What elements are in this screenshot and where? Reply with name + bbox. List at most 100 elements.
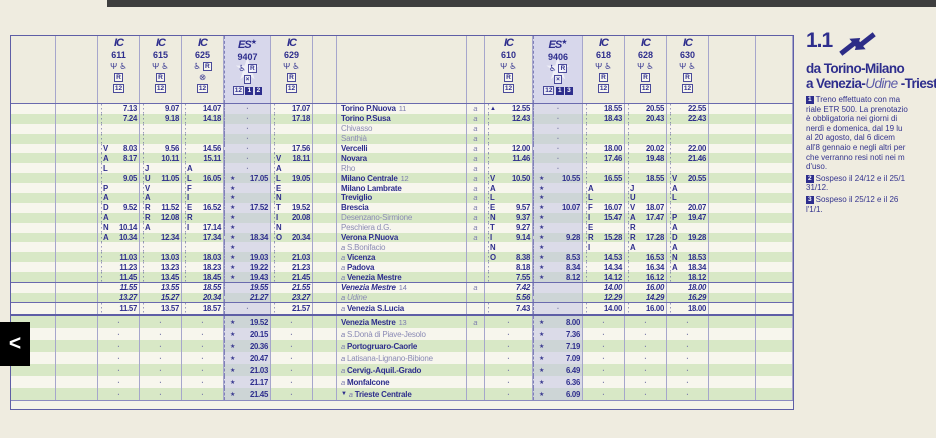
time-cell: 18.23 <box>182 262 224 273</box>
header-cell <box>337 36 467 103</box>
time-cell <box>140 242 182 253</box>
time-cell: ★ 6.36 <box>533 376 583 389</box>
train-header: IC 611 Ψ ♿ R 12 <box>98 36 140 103</box>
time-cell <box>625 133 667 144</box>
empty-cell <box>56 212 98 223</box>
note-badge: 3 <box>565 86 573 95</box>
time-value: 12.43 <box>511 114 530 124</box>
empty-cell <box>756 153 793 164</box>
arrival-marker: a <box>467 113 485 124</box>
train-number: 9407 <box>237 52 258 62</box>
no-service-dot: · <box>686 329 689 339</box>
time-cell: L 19.05 <box>271 173 313 184</box>
footnote-line: 2 Sospeso il 24/12 e il 25/1 <box>806 173 906 183</box>
no-service-dot: · <box>602 353 605 363</box>
no-service-dot: · <box>201 317 204 327</box>
time-value: 13.55 <box>160 283 179 293</box>
empty-cell <box>313 328 337 341</box>
route-letter: I <box>276 213 278 223</box>
time-cell: A <box>140 193 182 203</box>
time-value: 16.05 <box>202 173 221 183</box>
time-cell: · <box>667 364 709 377</box>
back-button[interactable]: < <box>0 322 30 366</box>
time-cell: ★ 7.09 <box>533 352 583 365</box>
time-cell: L 16.05 <box>182 173 224 184</box>
station-cell: a Monfalcone <box>337 376 467 389</box>
panel-header: 1.1 <box>806 30 936 58</box>
route-letter: R <box>588 233 594 243</box>
empty-cell <box>313 222 337 233</box>
empty-cell <box>709 376 756 389</box>
station-name: Santhià <box>341 134 367 144</box>
time-value: 9.14 <box>516 233 530 243</box>
time-cell: 13.23 <box>140 262 182 273</box>
time-cell: 18.55 <box>182 283 224 293</box>
table-row: · · · ★ 20.15 · a S.Donà di Piave-Jesolo · ★ 7.36 ·… <box>11 328 793 341</box>
no-service-dot: · <box>246 104 249 114</box>
station-cell: Venezia Mestre 13 <box>337 316 467 329</box>
time-cell: ★ 7.19 <box>533 340 583 353</box>
time-cell: · <box>485 352 533 365</box>
arrival-marker: a <box>467 183 485 194</box>
time-value: 19.48 <box>645 153 664 163</box>
empty-cell <box>11 163 56 174</box>
reservation-icon: R <box>683 72 692 82</box>
footnote-line: 1 Treno effettuato con ma <box>806 95 901 104</box>
no-service-dot: · <box>556 134 560 144</box>
table-row: 9.05 U 11.05 L 16.05 ★ 17.05 L 19.05 Milano Centr… <box>11 173 793 184</box>
arrival-marker <box>467 328 485 341</box>
footnote-number-badge: 3 <box>806 195 814 204</box>
route-letter: N <box>490 242 496 252</box>
time-cell: · <box>140 328 182 341</box>
route-letter: U <box>630 193 636 203</box>
time-value: 5.56 <box>516 292 530 302</box>
star-icon: ★ <box>230 205 236 212</box>
time-cell: · <box>224 153 271 164</box>
no-service-dot: · <box>507 365 510 375</box>
platform-number: 11 <box>398 104 407 114</box>
arrival-marker <box>467 352 485 365</box>
route-letter: L <box>103 163 108 173</box>
empty-cell <box>56 202 98 213</box>
empty-cell <box>313 123 337 134</box>
footnote-line: riale ETR 500. La prenotazio <box>806 104 908 114</box>
empty-cell <box>313 252 337 263</box>
time-cell: E <box>271 183 313 194</box>
empty-cell <box>756 328 793 341</box>
arrival-marker <box>467 340 485 353</box>
time-cell: ★ <box>533 193 583 203</box>
train-brand: IC <box>504 37 514 49</box>
star-icon: ★ <box>230 367 236 374</box>
time-value: 21.27 <box>249 292 268 302</box>
time-cell: ★ <box>224 222 271 233</box>
time-value: 7.19 <box>566 341 580 351</box>
time-cell: F 16.07 <box>583 202 625 213</box>
time-value: 18.00 <box>687 304 706 314</box>
time-cell: · <box>625 340 667 353</box>
time-cell: 16.53 <box>625 252 667 263</box>
no-service-dot: · <box>159 317 162 327</box>
time-cell: · <box>485 364 533 377</box>
time-cell: 9.18 <box>140 113 182 124</box>
empty-cell <box>11 123 56 134</box>
empty-cell <box>11 113 56 124</box>
time-cell: ★ 8.34 <box>533 262 583 273</box>
route-letter: R <box>145 213 151 223</box>
time-cell: 13.27 <box>98 292 140 303</box>
time-cell: 11.57 <box>98 303 140 315</box>
time-cell: N <box>271 193 313 203</box>
time-cell: P <box>98 183 140 194</box>
time-value: 9.27 <box>516 223 530 233</box>
time-cell <box>485 163 533 174</box>
no-service-dot: · <box>644 317 647 327</box>
table-row: A R 12.08 R ★ I 20.08 Desenzano-Sirmione a N 9.37 ★… <box>11 212 793 223</box>
window-top-bar <box>107 0 936 7</box>
train-brand: IC <box>198 37 208 49</box>
time-cell: ★ 20.15 <box>224 328 271 341</box>
route-letter: E <box>490 203 495 213</box>
footnote-line: è obbligatoria nei giorni di <box>806 114 898 124</box>
empty-cell <box>756 212 793 223</box>
time-cell: · <box>98 316 140 329</box>
no-service-dot: · <box>556 104 560 114</box>
route-letter: A <box>103 193 109 203</box>
